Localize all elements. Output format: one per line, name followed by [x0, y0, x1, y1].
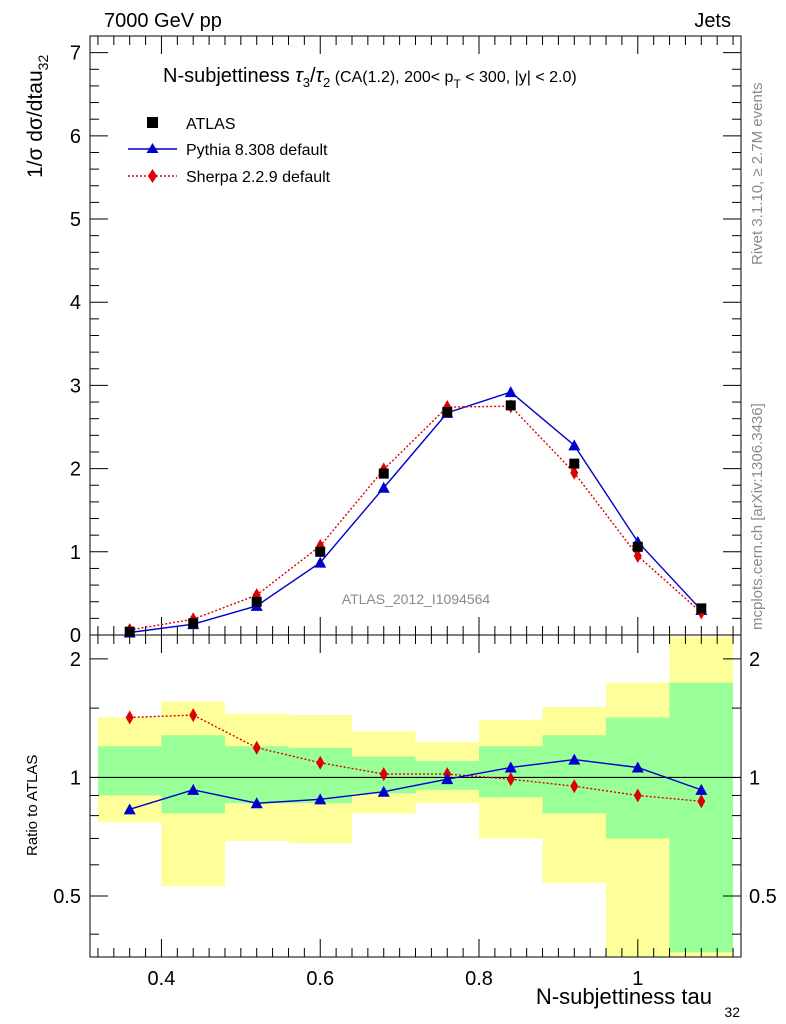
pythia-ratio-point: [250, 797, 263, 809]
title-tau3: τ: [295, 65, 304, 87]
ratio-y-axis-label: Ratio to ATLAS: [24, 755, 41, 856]
sherpa-ratio-line: [129, 714, 702, 802]
pythia-ratio-point: [695, 783, 708, 795]
pythia-ratio-point: [504, 761, 517, 773]
sherpa-ratio-point: [316, 755, 325, 770]
pythia-ratio-point: [314, 793, 327, 805]
x-tick-label: 0.6: [306, 968, 334, 990]
legend-pythia-marker: [146, 143, 159, 153]
stat-uncertainty-band: [669, 682, 734, 953]
atlas-point: [315, 546, 326, 557]
sherpa-ratio-point: [252, 740, 261, 755]
sherpa-point: [633, 548, 642, 563]
x-axis-label: N-subjettiness tau: [536, 984, 712, 1009]
sherpa-point: [570, 465, 579, 480]
pythia-ratio-line: [129, 758, 702, 810]
pythia-ratio-point: [123, 803, 136, 815]
atlas-point: [505, 400, 516, 411]
pythia-ratio-point: [568, 753, 581, 765]
main-y-tick-label: 3: [70, 375, 81, 397]
x-tick-label: 0.4: [148, 968, 176, 990]
sherpa-line: [129, 405, 702, 631]
atlas-point: [378, 468, 389, 479]
pythia-point: [377, 481, 390, 493]
title-sub3: 3: [303, 75, 310, 90]
legend-pythia-label: Pythia 8.308 default: [186, 142, 328, 159]
sherpa-ratio-point: [189, 708, 198, 723]
title-tau2: τ: [316, 65, 325, 87]
atlas-point: [124, 626, 135, 637]
stat-uncertainty-band: [161, 735, 225, 814]
legend-sherpa-marker: [148, 169, 157, 183]
ratio-y-tick-label-right: 1: [749, 767, 760, 789]
legend-atlas-label: ATLAS: [186, 116, 236, 133]
atlas-point: [188, 618, 199, 629]
atlas-point: [442, 407, 453, 418]
atlas-point: [569, 458, 580, 469]
ratio-y-tick-label-left: 2: [70, 649, 81, 671]
pythia-point: [568, 439, 581, 451]
process-label: Jets: [694, 10, 731, 32]
pythia-line: [129, 391, 702, 634]
ratio-y-tick-label-right: 0.5: [749, 886, 777, 908]
atlas-point: [696, 603, 707, 614]
energy-label: 7000 GeV pp: [104, 10, 222, 32]
main-y-axis-label: 1/σ dσ/dtau32: [24, 55, 51, 178]
main-y-tick-label: 0: [70, 625, 81, 647]
pythia-point: [314, 556, 327, 568]
chart-title: N-subjettiness τ3/τ2 (CA(1.2), 200< pT <…: [163, 65, 577, 91]
x-tick-label: 0.8: [465, 968, 493, 990]
title-slash: /: [310, 65, 316, 87]
atlas-point: [632, 541, 643, 552]
atlas-point: [251, 596, 262, 607]
sherpa-ratio-point: [125, 710, 134, 725]
main-y-tick-label: 4: [70, 292, 81, 314]
main-y-axis-label-sub: 32: [35, 55, 51, 71]
sherpa-ratio-point: [379, 767, 388, 782]
title-sub-t: T: [453, 77, 461, 91]
legend: ATLAS Pythia 8.308 default Sherpa 2.2.9 …: [128, 116, 331, 186]
ratio-panel-axes: 0.5 0.5 1 1 2 2 0.4 0.6 0.8 1: [53, 634, 777, 990]
title-sub2: 2: [323, 75, 330, 90]
legend-sherpa-label: Sherpa 2.2.9 default: [186, 169, 331, 186]
ratio-panel-series: [123, 708, 708, 815]
main-y-axis-label-main: 1/σ dσ/dtau: [24, 70, 47, 178]
sherpa-ratio-point: [570, 779, 579, 794]
ratio-y-tick-label-left: 0.5: [53, 886, 81, 908]
main-y-tick-label: 6: [70, 126, 81, 148]
main-y-tick-label: 7: [70, 43, 81, 65]
x-tick-label: 1: [632, 968, 643, 990]
stat-uncertainty-band: [224, 746, 289, 804]
main-y-tick-label: 5: [70, 209, 81, 231]
stat-uncertainty-band: [97, 746, 162, 796]
ratio-y-tick-label-right: 2: [749, 649, 760, 671]
main-y-tick-label: 1: [70, 542, 81, 564]
rivet-version-label: Rivet 3.1.10, ≥ 2.7M events: [749, 83, 766, 266]
x-axis-label-sub: 32: [724, 1004, 740, 1020]
ratio-uncertainty-bands: [90, 636, 741, 957]
title-part-main: N-subjettiness: [163, 65, 295, 87]
sherpa-ratio-point: [633, 788, 642, 803]
pythia-ratio-point: [377, 785, 390, 797]
analysis-watermark: ATLAS_2012_I1094564: [342, 591, 491, 607]
pythia-ratio-point: [631, 761, 644, 773]
pythia-ratio-point: [441, 773, 454, 785]
title-part-cuts: (CA(1.2), 200< p: [330, 69, 453, 86]
pythia-point: [504, 386, 517, 398]
pythia-ratio-point: [187, 783, 200, 795]
title-part-end: < 300, |y| < 2.0): [461, 69, 577, 86]
stat-uncertainty-band: [542, 735, 607, 814]
mcplots-reference-label: mcplots.cern.ch [arXiv:1306.3436]: [749, 403, 766, 630]
main-panel-series: [123, 386, 708, 638]
main-y-tick-label: 2: [70, 459, 81, 481]
legend-atlas-marker: [147, 117, 158, 128]
sherpa-ratio-point: [506, 772, 515, 787]
ratio-y-tick-label-left: 1: [70, 767, 81, 789]
sherpa-ratio-point: [697, 794, 706, 809]
